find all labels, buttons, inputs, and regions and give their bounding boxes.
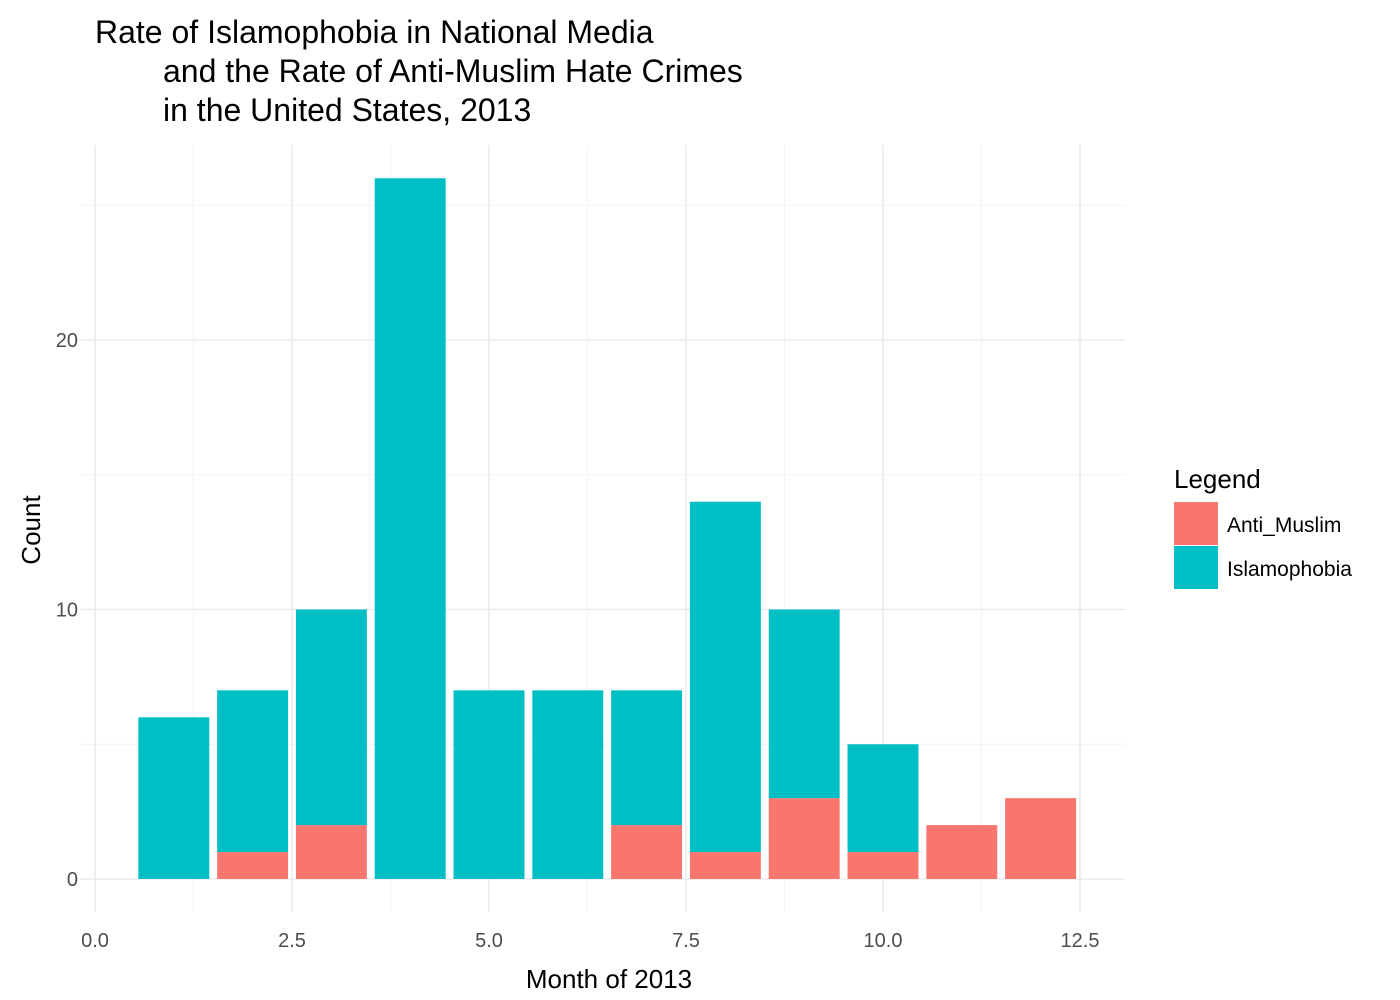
bar-anti-muslim-month-7 — [611, 825, 683, 879]
bar-islamophobia-month-10 — [847, 744, 919, 853]
bar-anti-muslim-month-3 — [295, 825, 367, 879]
bar-islamophobia-month-3 — [295, 609, 367, 826]
x-tick-label: 2.5 — [278, 930, 306, 952]
legend-label-islamophobia: Islamophobia — [1227, 558, 1352, 581]
y-axis-title: Count — [16, 495, 46, 565]
x-tick-label: 0.0 — [81, 930, 109, 952]
axis-ticks: 0.0 2.5 5.0 7.5 10.0 12.5 0 10 20 — [56, 330, 1100, 952]
legend-label-anti-muslim: Anti_Muslim — [1227, 514, 1341, 537]
x-tick-label: 5.0 — [475, 930, 503, 952]
bar-anti-muslim-month-9 — [768, 798, 840, 879]
bar-anti-muslim-month-11 — [926, 825, 998, 879]
bar-islamophobia-month-2 — [217, 690, 289, 853]
x-tick-label: 10.0 — [864, 930, 903, 952]
x-tick-label: 12.5 — [1061, 930, 1100, 952]
legend-title: Legend — [1174, 464, 1261, 494]
chart-title-line-2: and the Rate of Anti-Muslim Hate Crimes — [163, 53, 743, 89]
x-tick-label: 7.5 — [672, 930, 700, 952]
bar-islamophobia-month-4 — [374, 178, 446, 880]
y-tick-label: 20 — [56, 330, 78, 352]
chart-title-line-1: Rate of Islamophobia in National Media — [95, 14, 654, 50]
plot-bars — [138, 178, 1077, 880]
chart-title-line-3: in the United States, 2013 — [163, 92, 531, 128]
legend-key-anti-muslim — [1174, 502, 1218, 545]
bar-islamophobia-month-5 — [453, 690, 525, 879]
bar-islamophobia-month-6 — [532, 690, 604, 879]
legend-key-islamophobia — [1174, 546, 1218, 589]
x-axis-title: Month of 2013 — [526, 964, 692, 994]
y-tick-label: 0 — [67, 869, 78, 891]
bar-anti-muslim-month-2 — [217, 852, 289, 879]
y-tick-label: 10 — [56, 600, 78, 622]
legend: Legend Anti_Muslim Islamophobia — [1174, 464, 1352, 589]
bar-islamophobia-month-9 — [768, 609, 840, 799]
bar-islamophobia-month-8 — [689, 501, 761, 853]
bar-anti-muslim-month-8 — [689, 852, 761, 879]
bar-anti-muslim-month-12 — [1005, 798, 1077, 879]
bar-islamophobia-month-1 — [138, 717, 210, 879]
chart-title: Rate of Islamophobia in National Media a… — [95, 14, 743, 128]
bar-islamophobia-month-7 — [611, 690, 683, 826]
bar-anti-muslim-month-10 — [847, 852, 919, 879]
